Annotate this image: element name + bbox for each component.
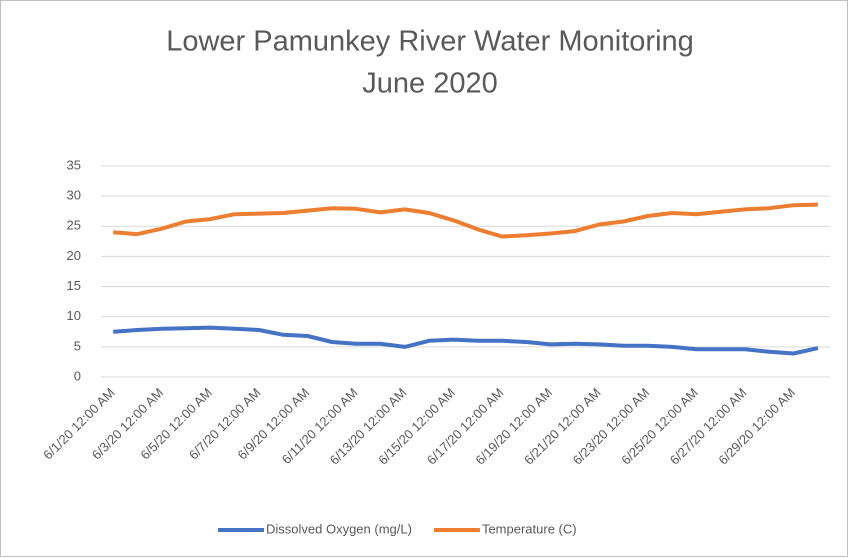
- y-tick-label: 25: [67, 218, 81, 233]
- y-tick-label: 5: [74, 338, 81, 353]
- chart-title: Lower Pamunkey River Water Monitoring: [166, 26, 694, 58]
- chart-subtitle: June 2020: [362, 68, 497, 100]
- series-line: [113, 202, 818, 239]
- y-tick-label: 30: [67, 188, 81, 203]
- legend-label: Temperature (C): [482, 521, 577, 536]
- series-line: [113, 325, 819, 356]
- y-tick-label: 15: [67, 278, 81, 293]
- y-tick-label: 35: [67, 157, 81, 172]
- legend-label: Dissolved Oxygen (mg/L): [266, 521, 412, 536]
- y-tick-label: 20: [67, 248, 81, 263]
- y-tick-label: 10: [67, 308, 81, 323]
- y-tick-label: 0: [74, 368, 81, 383]
